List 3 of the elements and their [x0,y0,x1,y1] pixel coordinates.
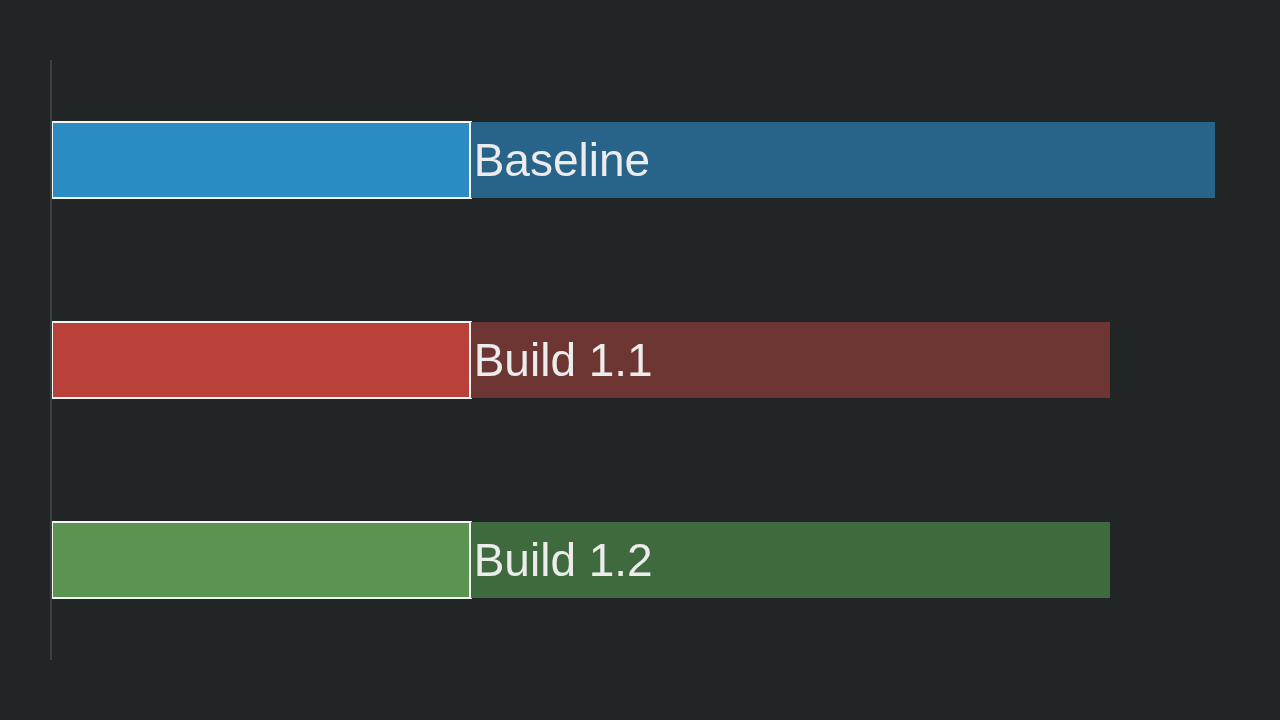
y-tick-label: Build 1.2 [473,534,653,586]
y-tick-label: Baseline [473,134,651,186]
y-tick-label: Build 1.1 [473,334,653,386]
